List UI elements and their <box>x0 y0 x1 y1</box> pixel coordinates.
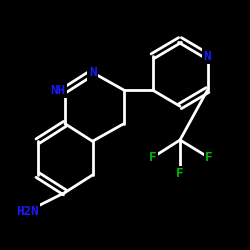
Text: NH: NH <box>50 84 65 96</box>
Text: N: N <box>89 66 96 79</box>
Text: F: F <box>149 151 156 164</box>
Text: F: F <box>176 167 184 180</box>
Text: F: F <box>205 151 212 164</box>
Text: H2N: H2N <box>16 205 39 218</box>
Text: N: N <box>204 50 211 63</box>
